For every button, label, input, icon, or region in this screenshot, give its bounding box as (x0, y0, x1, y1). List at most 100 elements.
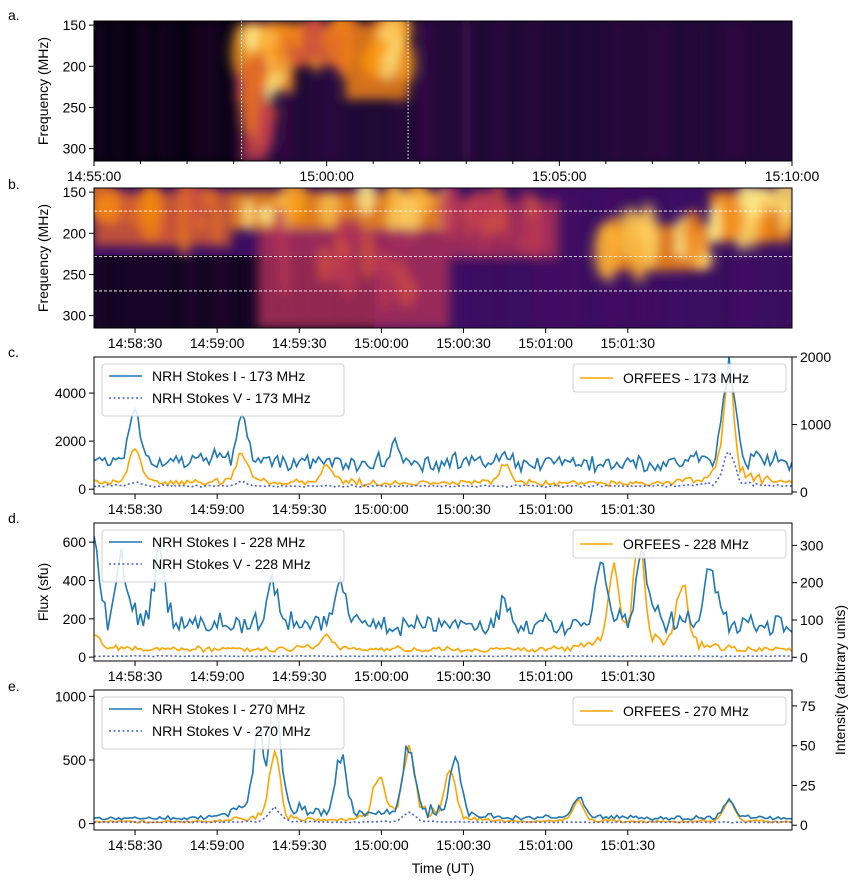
spectro-streak (161, 188, 165, 328)
ytick-label: 150 (63, 17, 87, 33)
burst-blob (301, 21, 329, 59)
ytick-label: 0 (78, 816, 86, 832)
spectro-streak (592, 21, 594, 161)
burst-blob (379, 275, 391, 312)
ytick-label: 200 (63, 611, 87, 627)
burst-blob (286, 192, 305, 223)
spectro-streak (537, 21, 541, 161)
burst-blob (159, 216, 175, 246)
spectro-streak (750, 188, 754, 328)
series-stokes-v (94, 805, 792, 824)
spectro-streak (499, 21, 503, 161)
burst-blob (632, 235, 647, 282)
spectro-streak (771, 21, 774, 161)
spectro-streak (130, 188, 133, 328)
spectro-streak (785, 188, 788, 328)
ytick-label: 4000 (55, 385, 86, 401)
spectro-streak (225, 188, 228, 328)
spectro-streak (162, 21, 167, 161)
y2tick-label: 75 (800, 698, 816, 714)
burst-blob (340, 246, 357, 299)
legend-box-right (572, 529, 787, 559)
ytick-label: 300 (63, 141, 87, 157)
spectro-streak (604, 21, 608, 161)
spectro-streak (188, 188, 191, 328)
spectro-streak (215, 21, 218, 161)
legend-entry: NRH Stokes I - 173 MHz (152, 368, 305, 384)
burst-blob (240, 80, 260, 136)
xtick-label: 15:00:00 (299, 168, 354, 184)
legend-box-right (572, 696, 787, 726)
xtick-label: 14:59:30 (272, 335, 327, 351)
spectro-streak (158, 188, 162, 328)
burst-blob (243, 199, 254, 230)
spectro-streak (736, 21, 741, 161)
spectro-streak (441, 21, 446, 161)
spectro-streak (206, 21, 210, 161)
xlabel-time: Time (UT) (412, 860, 474, 876)
spectro-streak (115, 21, 117, 161)
legend-box-left (101, 363, 345, 417)
xtick-label: 14:58:30 (108, 668, 163, 684)
burst-blob (369, 38, 392, 57)
spectro-streak (334, 21, 339, 161)
spectro-streak (216, 21, 220, 161)
xtick-label: 15:10:00 (765, 168, 820, 184)
y2tick-label: 50 (800, 738, 816, 754)
xtick-label: 15:00:30 (436, 501, 491, 517)
spectro-streak (690, 21, 695, 161)
legend-box-right (572, 363, 787, 393)
burst-blob (367, 252, 395, 276)
spectro-streak (755, 21, 758, 161)
xtick-label: 15:00:30 (436, 335, 491, 351)
burst-blob (273, 21, 287, 76)
series-stokes-v (94, 450, 792, 488)
spectro-streak (765, 21, 769, 161)
burst-blob (774, 188, 792, 219)
spectro-streak (102, 21, 104, 161)
spectro-streak (147, 188, 150, 328)
spectro-streak (328, 21, 331, 161)
series-orfees (94, 539, 792, 654)
burst-blob (683, 209, 704, 263)
panel-b: b. 150 200 250 300 14:58:30 14:59:00 14:59:30 1… (8, 176, 793, 351)
spectro-streak (168, 188, 171, 328)
series-stokes-i (94, 696, 792, 821)
spectro-streak (580, 188, 584, 328)
legend-box-left (101, 529, 345, 583)
spectro-streak (586, 188, 591, 328)
spectro-streak (133, 21, 137, 161)
spectro-streak (619, 21, 624, 161)
burst-blob (526, 193, 538, 220)
spectro-streak (775, 21, 779, 161)
spectro-streak (494, 21, 496, 161)
y2tick-label: 0 (800, 649, 808, 665)
spectro-streak (235, 21, 239, 161)
spectro-streak (790, 188, 792, 328)
spectro-streak (783, 188, 785, 328)
spectro-streak (210, 21, 213, 161)
xtick-label: 15:00:00 (354, 668, 409, 684)
spectro-streak (542, 21, 547, 161)
burst-blob (340, 217, 364, 248)
series-stokes-i (94, 357, 792, 475)
legend-entry: NRH Stokes V - 270 MHz (152, 723, 311, 739)
spectro-streak (135, 188, 138, 328)
y2tick-label: 0 (800, 484, 808, 500)
spectrogram-a (94, 21, 792, 161)
spectro-streak (634, 21, 637, 161)
xtick-label: 15:00:30 (436, 837, 491, 853)
burst-blob (212, 205, 222, 244)
y2tick-label: 300 (800, 537, 824, 553)
legend-entry: NRH Stokes I - 228 MHz (152, 534, 305, 550)
burst-blob (594, 222, 620, 281)
xtick-label: 15:00:00 (354, 335, 409, 351)
spectro-streak (465, 21, 469, 161)
spectro-streak (468, 21, 472, 161)
burst-blob (258, 205, 274, 225)
burst-blob (523, 204, 547, 259)
spectro-streak (424, 21, 428, 161)
spectro-streak (231, 188, 235, 328)
spectro-streak (584, 21, 588, 161)
